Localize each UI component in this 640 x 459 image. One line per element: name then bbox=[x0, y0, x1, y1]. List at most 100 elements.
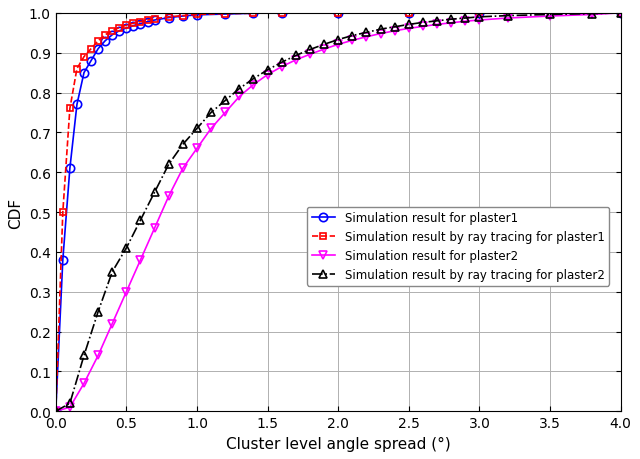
Simulation result by ray tracing for plaster2 bbox=[151, 190, 159, 196]
Simulation result for plaster2 bbox=[250, 83, 257, 88]
Simulation result for plaster2 bbox=[52, 409, 60, 414]
Simulation result for plaster1 bbox=[80, 71, 88, 76]
Simulation result by ray tracing for plaster2 bbox=[461, 16, 469, 22]
Simulation result by ray tracing for plaster1 bbox=[115, 26, 123, 31]
Simulation result for plaster1 bbox=[278, 11, 285, 17]
Simulation result for plaster1 bbox=[137, 22, 145, 27]
Simulation result by ray tracing for plaster1 bbox=[101, 33, 109, 39]
Simulation result for plaster1 bbox=[165, 16, 173, 21]
Simulation result by ray tracing for plaster1 bbox=[129, 22, 137, 27]
Simulation result by ray tracing for plaster2 bbox=[405, 22, 413, 28]
Simulation result for plaster1 bbox=[87, 59, 95, 64]
Simulation result for plaster2 bbox=[589, 13, 596, 18]
Simulation result by ray tracing for plaster2 bbox=[80, 353, 88, 358]
Simulation result by ray tracing for plaster1 bbox=[278, 11, 285, 17]
Simulation result by ray tracing for plaster1 bbox=[66, 106, 74, 112]
Simulation result by ray tracing for plaster1 bbox=[122, 23, 130, 29]
Simulation result for plaster1 bbox=[193, 13, 201, 18]
Simulation result for plaster2 bbox=[236, 95, 243, 100]
Simulation result for plaster1 bbox=[144, 20, 152, 25]
Simulation result by ray tracing for plaster1 bbox=[108, 29, 116, 34]
Simulation result for plaster2 bbox=[461, 19, 469, 25]
Simulation result by ray tracing for plaster1 bbox=[165, 15, 173, 21]
Simulation result for plaster1 bbox=[129, 24, 137, 29]
Line: Simulation result by ray tracing for plaster2: Simulation result by ray tracing for pla… bbox=[52, 10, 625, 415]
Line: Simulation result for plaster1: Simulation result for plaster1 bbox=[52, 10, 625, 415]
Simulation result for plaster1 bbox=[115, 29, 123, 34]
Simulation result by ray tracing for plaster2 bbox=[137, 218, 145, 223]
Simulation result for plaster2 bbox=[334, 42, 342, 48]
Simulation result for plaster2 bbox=[320, 47, 328, 53]
Simulation result by ray tracing for plaster2 bbox=[547, 13, 554, 18]
Simulation result by ray tracing for plaster2 bbox=[419, 21, 427, 26]
Y-axis label: CDF: CDF bbox=[8, 197, 23, 228]
Simulation result for plaster2 bbox=[122, 289, 130, 295]
Simulation result for plaster1 bbox=[476, 11, 483, 17]
Simulation result by ray tracing for plaster2 bbox=[108, 269, 116, 275]
Simulation result by ray tracing for plaster2 bbox=[292, 54, 300, 59]
Simulation result for plaster1 bbox=[101, 39, 109, 45]
Simulation result for plaster2 bbox=[405, 27, 413, 32]
Simulation result by ray tracing for plaster1 bbox=[94, 39, 102, 45]
Simulation result for plaster2 bbox=[193, 146, 201, 152]
Legend: Simulation result for plaster1, Simulation result by ray tracing for plaster1, S: Simulation result for plaster1, Simulati… bbox=[307, 207, 609, 286]
Simulation result for plaster2 bbox=[66, 405, 74, 410]
Simulation result by ray tracing for plaster1 bbox=[405, 11, 413, 17]
Simulation result by ray tracing for plaster2 bbox=[391, 25, 399, 30]
Simulation result for plaster1 bbox=[221, 12, 229, 18]
Simulation result for plaster1 bbox=[52, 409, 60, 414]
Simulation result by ray tracing for plaster2 bbox=[504, 14, 511, 19]
Simulation result for plaster2 bbox=[165, 194, 173, 199]
Simulation result for plaster2 bbox=[419, 25, 427, 30]
Simulation result for plaster1 bbox=[405, 11, 413, 17]
Simulation result by ray tracing for plaster2 bbox=[476, 15, 483, 21]
Simulation result by ray tracing for plaster1 bbox=[334, 11, 342, 17]
Simulation result by ray tracing for plaster2 bbox=[236, 87, 243, 92]
Simulation result for plaster1 bbox=[617, 11, 625, 17]
Simulation result by ray tracing for plaster2 bbox=[377, 28, 385, 33]
X-axis label: Cluster level angle spread (°): Cluster level angle spread (°) bbox=[226, 436, 451, 451]
Simulation result for plaster1 bbox=[334, 11, 342, 17]
Line: Simulation result for plaster2: Simulation result for plaster2 bbox=[52, 10, 625, 415]
Simulation result for plaster1 bbox=[151, 18, 159, 24]
Simulation result by ray tracing for plaster1 bbox=[179, 14, 187, 19]
Simulation result by ray tracing for plaster2 bbox=[589, 12, 596, 17]
Simulation result for plaster1 bbox=[66, 166, 74, 172]
Simulation result for plaster1 bbox=[122, 26, 130, 32]
Simulation result by ray tracing for plaster2 bbox=[349, 34, 356, 39]
Simulation result for plaster1 bbox=[108, 33, 116, 39]
Simulation result for plaster1 bbox=[94, 47, 102, 52]
Simulation result by ray tracing for plaster2 bbox=[207, 111, 215, 116]
Simulation result for plaster2 bbox=[292, 58, 300, 63]
Simulation result for plaster1 bbox=[73, 102, 81, 108]
Simulation result by ray tracing for plaster1 bbox=[73, 67, 81, 72]
Simulation result for plaster2 bbox=[363, 35, 371, 40]
Simulation result for plaster2 bbox=[207, 126, 215, 132]
Simulation result for plaster2 bbox=[278, 65, 285, 70]
Simulation result by ray tracing for plaster2 bbox=[433, 19, 441, 24]
Simulation result by ray tracing for plaster2 bbox=[617, 11, 625, 17]
Simulation result by ray tracing for plaster1 bbox=[87, 47, 95, 52]
Simulation result for plaster2 bbox=[264, 73, 271, 78]
Simulation result by ray tracing for plaster2 bbox=[66, 401, 74, 406]
Simulation result by ray tracing for plaster1 bbox=[80, 55, 88, 60]
Simulation result by ray tracing for plaster2 bbox=[320, 42, 328, 48]
Simulation result for plaster2 bbox=[108, 321, 116, 327]
Simulation result by ray tracing for plaster2 bbox=[306, 48, 314, 53]
Simulation result by ray tracing for plaster2 bbox=[122, 246, 130, 251]
Simulation result for plaster2 bbox=[349, 39, 356, 44]
Simulation result for plaster1 bbox=[59, 257, 67, 263]
Simulation result by ray tracing for plaster1 bbox=[52, 409, 60, 414]
Simulation result for plaster1 bbox=[250, 11, 257, 17]
Simulation result by ray tracing for plaster1 bbox=[144, 18, 152, 24]
Simulation result for plaster2 bbox=[391, 29, 399, 34]
Simulation result for plaster2 bbox=[151, 226, 159, 231]
Simulation result by ray tracing for plaster2 bbox=[193, 126, 201, 132]
Simulation result by ray tracing for plaster2 bbox=[52, 409, 60, 414]
Simulation result for plaster2 bbox=[476, 18, 483, 24]
Simulation result by ray tracing for plaster1 bbox=[59, 210, 67, 215]
Line: Simulation result by ray tracing for plaster1: Simulation result by ray tracing for pla… bbox=[52, 11, 624, 415]
Simulation result for plaster2 bbox=[80, 381, 88, 386]
Simulation result by ray tracing for plaster1 bbox=[250, 11, 257, 17]
Simulation result by ray tracing for plaster1 bbox=[151, 17, 159, 22]
